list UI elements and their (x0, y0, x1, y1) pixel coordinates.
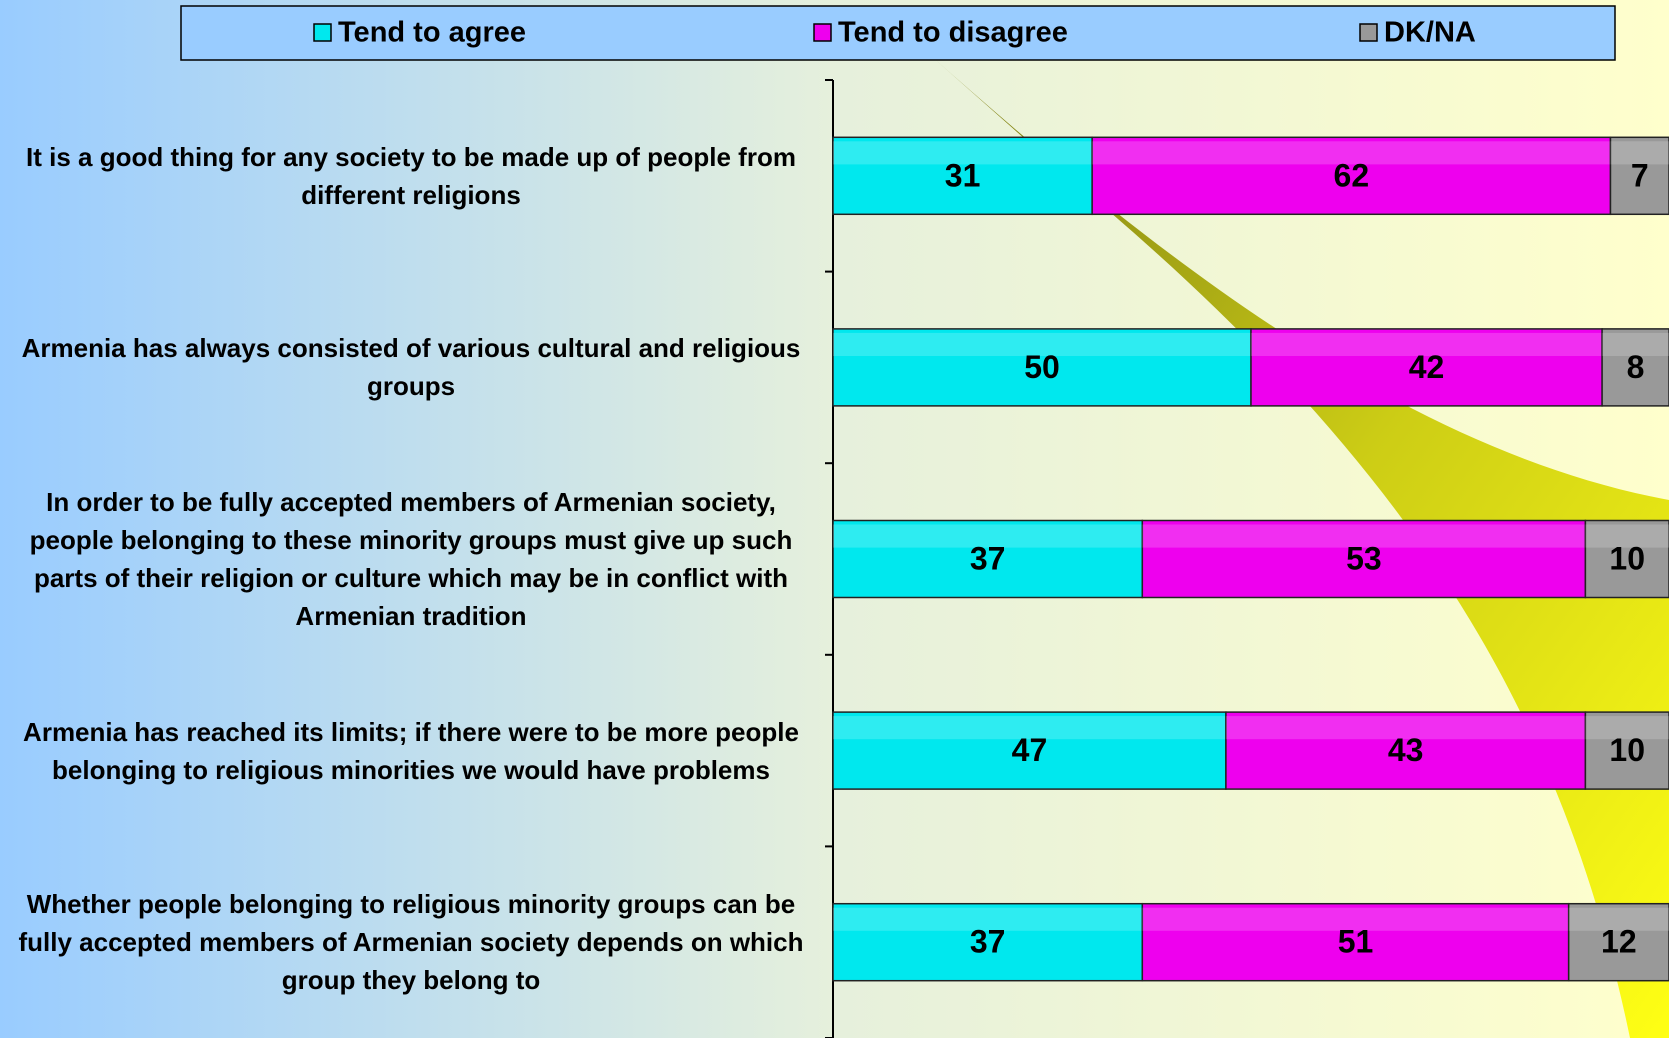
bar-segment (1141, 519, 1587, 599)
bar-segment (832, 519, 1144, 599)
data-label: 51 (1338, 924, 1374, 960)
data-label: 7 (1631, 157, 1649, 193)
bar-shine (1225, 716, 1586, 740)
legend-label: Tend to agree (338, 17, 526, 49)
data-label: 62 (1334, 157, 1370, 193)
legend-swatch (313, 23, 332, 42)
bar-shine (1142, 524, 1586, 548)
bar-segment (1567, 902, 1669, 982)
category-label: Armenia has always consisted of various … (21, 333, 801, 402)
data-label: 37 (970, 924, 1006, 960)
bar-segment (1225, 711, 1587, 790)
data-label: 10 (1609, 540, 1645, 576)
bar-segment (832, 902, 1144, 982)
data-label: 42 (1409, 349, 1445, 385)
bar-segment (1091, 136, 1612, 216)
data-label: 10 (1609, 732, 1645, 768)
data-label: 50 (1024, 349, 1060, 385)
bar-shine (1142, 907, 1569, 931)
bar-shine (1092, 141, 1611, 165)
legend-label: Tend to disagree (838, 17, 1068, 49)
bar-shine (833, 141, 1093, 165)
bar-shine (833, 524, 1143, 548)
legend-swatch (1359, 23, 1378, 42)
category-label: Whether people belonging to religious mi… (18, 889, 804, 996)
legend-swatch (813, 23, 832, 42)
bar-shine (833, 716, 1226, 740)
bar-shine (833, 332, 1251, 356)
bar-shine (1602, 332, 1669, 356)
bar-segment (832, 136, 1093, 216)
data-label: 12 (1601, 924, 1637, 960)
bar-segment (1584, 519, 1669, 599)
data-label: 43 (1388, 732, 1424, 768)
bar-segment (1141, 902, 1570, 982)
bar-shine (1568, 907, 1669, 931)
bar-shine (1251, 332, 1603, 356)
bar-shine (1585, 524, 1669, 548)
data-label: 47 (1012, 732, 1048, 768)
data-label: 31 (945, 157, 981, 193)
bar-shine (1610, 141, 1669, 165)
data-label: 8 (1627, 349, 1645, 385)
bar-segment (1584, 711, 1669, 790)
category-label: Armenia has reached its limits; if there… (23, 716, 799, 785)
data-label: 53 (1346, 540, 1382, 576)
legend-label: DK/NA (1384, 17, 1476, 49)
bar-segment (832, 328, 1252, 407)
data-label: 37 (970, 540, 1006, 576)
bar-segment (832, 711, 1227, 790)
category-label: It is a good thing for any society to be… (26, 141, 796, 210)
bar-shine (833, 907, 1143, 931)
bar-segment (1601, 328, 1669, 407)
bar-segment (1250, 328, 1603, 407)
bar-segment (1609, 136, 1669, 216)
bar-shine (1585, 716, 1669, 740)
category-label: In order to be fully accepted members of… (29, 487, 793, 631)
